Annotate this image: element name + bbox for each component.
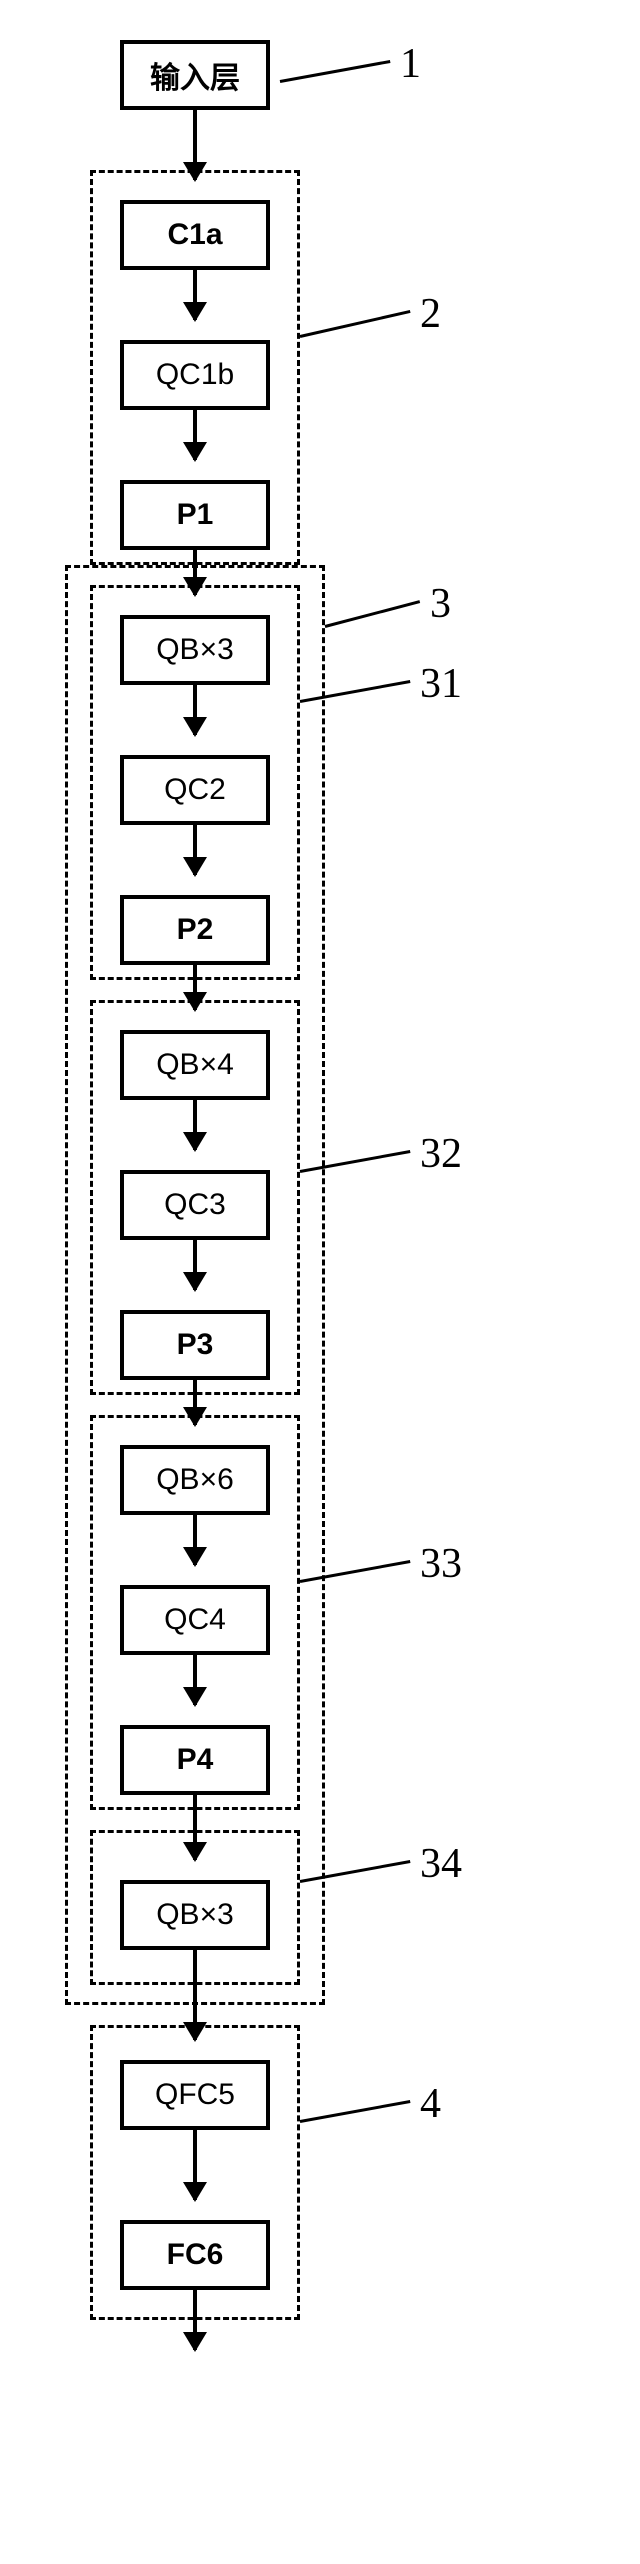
node-label: QB×3 xyxy=(156,1898,234,1932)
node-label: P4 xyxy=(177,1743,214,1777)
arrow-14 xyxy=(193,2130,197,2200)
node-label: FC6 xyxy=(167,2238,224,2272)
leader-1 xyxy=(300,310,411,338)
arrow-12 xyxy=(193,1795,197,1860)
arrow-2 xyxy=(193,410,197,460)
node-label: QC4 xyxy=(164,1603,226,1637)
node-label: P2 xyxy=(177,913,214,947)
arrow-8 xyxy=(193,1240,197,1290)
leader-7 xyxy=(300,2100,411,2123)
arrow-7 xyxy=(193,1100,197,1150)
node-n1: C1a xyxy=(120,200,270,270)
node-label: P1 xyxy=(177,498,214,532)
arrow-5 xyxy=(193,825,197,875)
arrow-9 xyxy=(193,1380,197,1425)
node-n0: 输入层 xyxy=(120,40,270,110)
callout-1: 1 xyxy=(400,40,421,88)
flowchart-diagram: 输入层 C1a QC1b P1 QB×3 QC2 P2 QB×4 QC3 P3 QB×6 QC4 P4 Q… xyxy=(0,20,640,2540)
node-n13: QB×3 xyxy=(120,1880,270,1950)
node-label: QC2 xyxy=(164,773,226,807)
node-label: QB×3 xyxy=(156,633,234,667)
callout-34: 34 xyxy=(420,1840,462,1888)
node-n14: QFC5 xyxy=(120,2060,270,2130)
node-label: QC3 xyxy=(164,1188,226,1222)
leader-0 xyxy=(280,60,391,83)
arrow-1 xyxy=(193,270,197,320)
arrow-4 xyxy=(193,685,197,735)
callout-3: 3 xyxy=(430,580,451,628)
node-n10: QB×6 xyxy=(120,1445,270,1515)
node-label: QB×6 xyxy=(156,1463,234,1497)
arrow-3 xyxy=(193,550,197,595)
node-n2: QC1b xyxy=(120,340,270,410)
node-n7: QB×4 xyxy=(120,1030,270,1100)
arrow-11 xyxy=(193,1655,197,1705)
node-label: QB×4 xyxy=(156,1048,234,1082)
node-n12: P4 xyxy=(120,1725,270,1795)
leader-2 xyxy=(325,600,421,628)
callout-4: 4 xyxy=(420,2080,441,2128)
arrow-6 xyxy=(193,965,197,1010)
node-n3: P1 xyxy=(120,480,270,550)
callout-31: 31 xyxy=(420,660,462,708)
node-label: C1a xyxy=(167,218,222,252)
node-label: QC1b xyxy=(156,358,234,392)
callout-32: 32 xyxy=(420,1130,462,1178)
node-label: 输入层 xyxy=(150,53,240,97)
node-n8: QC3 xyxy=(120,1170,270,1240)
node-label: QFC5 xyxy=(155,2078,235,2112)
node-n15: FC6 xyxy=(120,2220,270,2290)
callout-33: 33 xyxy=(420,1540,462,1588)
node-n4: QB×3 xyxy=(120,615,270,685)
node-label: P3 xyxy=(177,1328,214,1362)
arrow-13 xyxy=(193,1950,197,2040)
arrow-0 xyxy=(193,110,197,180)
node-n6: P2 xyxy=(120,895,270,965)
callout-2: 2 xyxy=(420,290,441,338)
arrow-10 xyxy=(193,1515,197,1565)
node-n5: QC2 xyxy=(120,755,270,825)
arrow-15 xyxy=(193,2290,197,2350)
node-n11: QC4 xyxy=(120,1585,270,1655)
node-n9: P3 xyxy=(120,1310,270,1380)
